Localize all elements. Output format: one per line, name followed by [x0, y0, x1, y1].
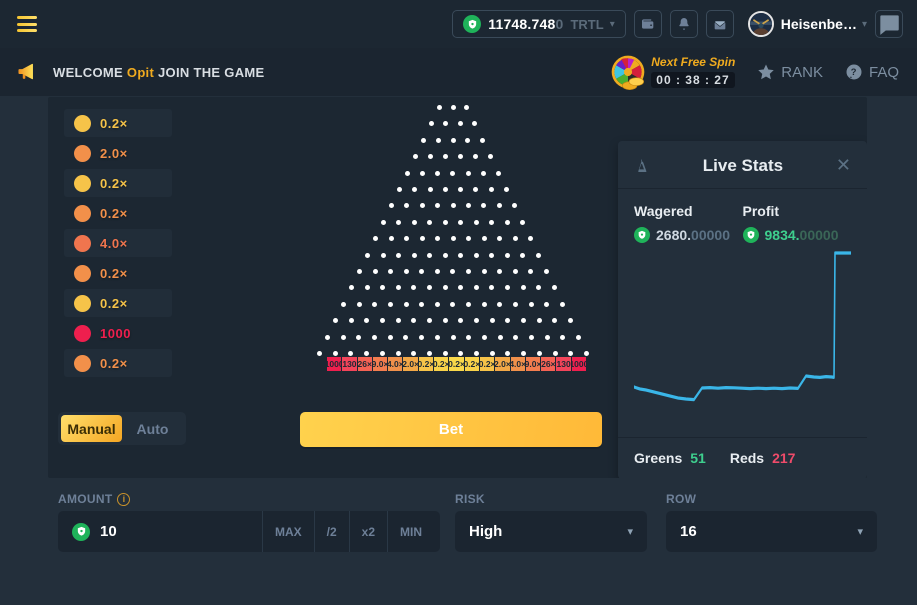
svg-text:?: ?: [851, 67, 857, 77]
